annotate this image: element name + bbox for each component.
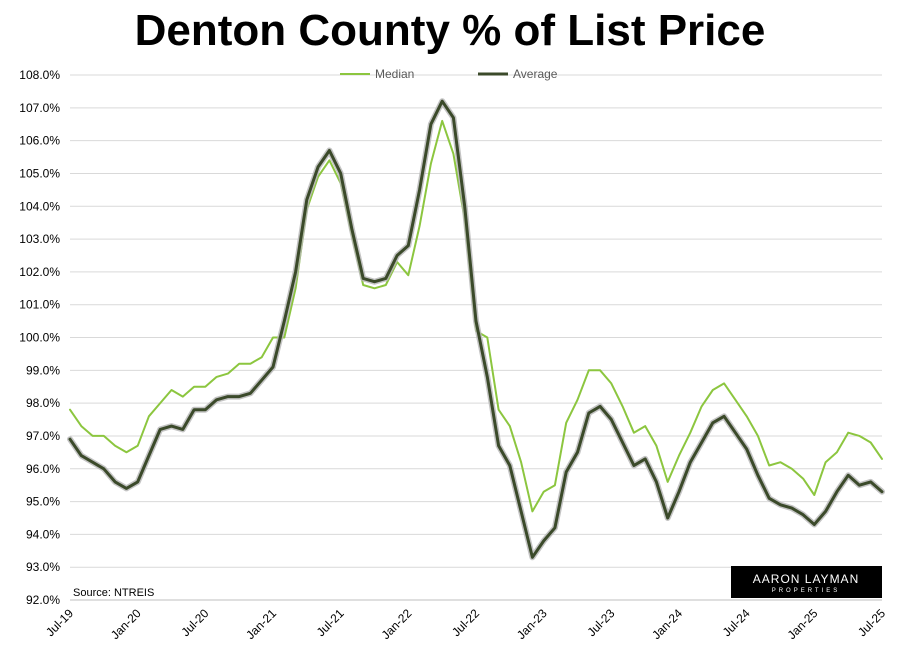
y-tick-label: 105.0% [19, 166, 60, 180]
x-tick-label: Jul-25 [855, 606, 888, 639]
x-tick-label: Jan-24 [649, 606, 685, 642]
legend-median-label: Median [375, 67, 414, 81]
y-axis: 92.0% 93.0% 94.0% 95.0% 96.0% 97.0% 98.0% 99.0%… [19, 68, 60, 607]
y-tick-label: 107.0% [19, 101, 60, 115]
series-line-average [68, 99, 884, 559]
x-tick-label: Jul-22 [449, 606, 482, 639]
y-tick-label: 106.0% [19, 134, 60, 148]
legend: Median Average [340, 67, 558, 81]
x-tick-label: Jul-20 [178, 606, 211, 639]
y-tick-label: 103.0% [19, 232, 60, 246]
y-tick-label: 93.0% [26, 560, 60, 574]
series-line-average-shadow [67, 98, 885, 561]
brand-logo-sub: PROPERTIES [772, 588, 841, 594]
x-tick-label: Jan-22 [379, 606, 415, 642]
series-lines [67, 98, 885, 561]
y-tick-label: 100.0% [19, 331, 60, 345]
y-tick-label: 104.0% [19, 199, 60, 213]
source-note: Source: NTREIS [73, 587, 154, 599]
chart-title: Denton County % of List Price [134, 6, 766, 55]
x-tick-label: Jul-23 [584, 606, 617, 639]
y-tick-label: 108.0% [19, 68, 60, 82]
x-tick-label: Jan-23 [514, 606, 550, 642]
brand-logo: AARON LAYMAN PROPERTIES [731, 566, 882, 598]
x-axis: Jul-19 Jan-20 Jul-20 Jan-21 Jul-21 Jan-22 Jul-… [43, 606, 888, 642]
x-tick-label: Jan-25 [785, 606, 821, 642]
y-tick-label: 101.0% [19, 298, 60, 312]
y-tick-label: 96.0% [26, 462, 60, 476]
legend-average-label: Average [513, 67, 558, 81]
x-tick-label: Jan-21 [243, 606, 279, 642]
y-tick-label: 94.0% [26, 527, 60, 541]
x-tick-label: Jul-21 [314, 606, 347, 639]
y-tick-label: 92.0% [26, 593, 60, 607]
y-tick-label: 98.0% [26, 396, 60, 410]
y-tick-label: 97.0% [26, 429, 60, 443]
x-tick-label: Jan-20 [108, 606, 144, 642]
brand-logo-background [731, 566, 882, 598]
brand-logo-name: AARON LAYMAN [753, 572, 859, 586]
y-tick-label: 99.0% [26, 363, 60, 377]
y-tick-label: 102.0% [19, 265, 60, 279]
y-tick-label: 95.0% [26, 495, 60, 509]
x-tick-label: Jul-19 [43, 606, 76, 639]
gridlines [70, 74, 882, 568]
x-tick-label: Jul-24 [720, 606, 753, 639]
